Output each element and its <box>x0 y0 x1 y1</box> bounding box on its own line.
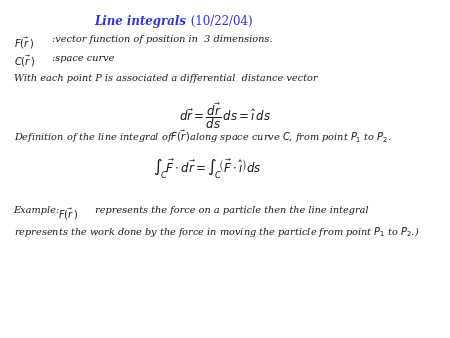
Text: $d\vec{r} = \dfrac{d\vec{r}}{ds}\,ds = \hat{\imath}\,ds$: $d\vec{r} = \dfrac{d\vec{r}}{ds}\,ds = \… <box>179 101 271 131</box>
Text: $\mathit{F}(\vec{r}\,)$: $\mathit{F}(\vec{r}\,)$ <box>58 206 78 222</box>
Text: represents the work done by the force in moving the particle from point $\mathit: represents the work done by the force in… <box>14 225 419 239</box>
Text: Example:: Example: <box>14 206 63 215</box>
Text: (10/22/04): (10/22/04) <box>187 15 252 28</box>
Text: :vector function of position in  3 dimensions.: :vector function of position in 3 dimens… <box>52 35 272 45</box>
Text: Definition of the line integral of$\mathit{F}(\vec{r}\,)$along space curve $\mat: Definition of the line integral of$\math… <box>14 128 391 145</box>
Text: With each point P is associated a differential  distance vector: With each point P is associated a differ… <box>14 74 317 83</box>
Text: :space curve: :space curve <box>52 54 114 63</box>
Text: represents the force on a particle then the line integral: represents the force on a particle then … <box>92 206 369 215</box>
Text: $\mathit{F}(\vec{r}\,)$: $\mathit{F}(\vec{r}\,)$ <box>14 35 33 51</box>
Text: $\mathit{C}(\vec{r}\,)$: $\mathit{C}(\vec{r}\,)$ <box>14 54 35 70</box>
Text: $\int_{\!\mathit{C}}\vec{F}\cdot d\vec{r} = \int_{\!\mathit{C}}\!\left(\vec{F}\c: $\int_{\!\mathit{C}}\vec{F}\cdot d\vec{r… <box>153 157 261 181</box>
Text: Line integrals: Line integrals <box>95 15 187 28</box>
